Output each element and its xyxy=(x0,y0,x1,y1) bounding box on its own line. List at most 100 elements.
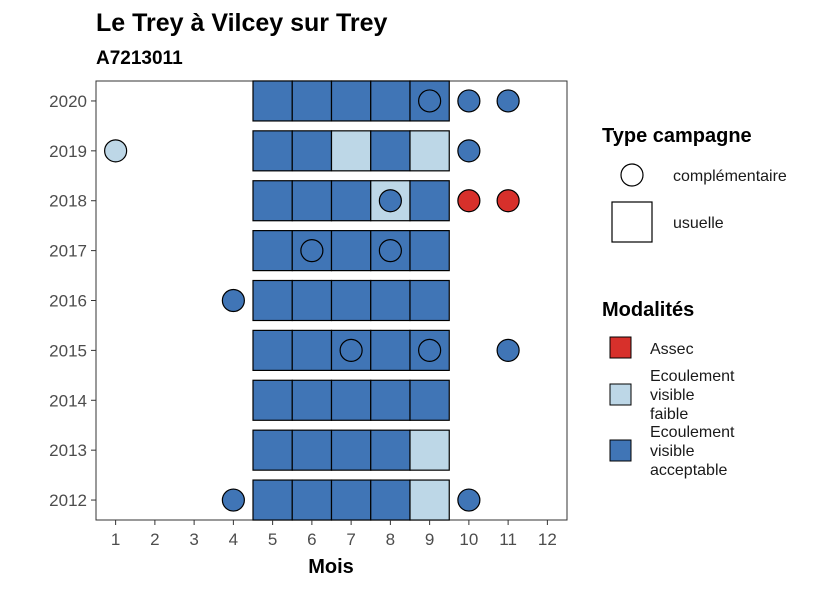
legend-shape-title: Type campagne xyxy=(602,125,752,147)
point-2015-7 xyxy=(339,338,363,362)
tile-2015-8 xyxy=(370,329,411,371)
x-tick-label-1: 1 xyxy=(111,530,120,549)
legend-label-assec: Assec xyxy=(650,341,694,358)
tile-2012-5 xyxy=(252,479,293,521)
tile-2019-7 xyxy=(330,130,372,172)
legend-label-faible: Ecoulement visible faible xyxy=(650,368,739,423)
legend-key-faible xyxy=(609,383,632,406)
y-axis: 2012 2013 2014 2015 2016 2017 2018 2019 2020 xyxy=(49,92,96,510)
legend-shape-label-usuelle: usuelle xyxy=(673,215,724,232)
x-tick-label-10: 10 xyxy=(459,530,478,549)
tile-2012-7 xyxy=(330,479,372,521)
legend-label-faible-line3: faible xyxy=(650,406,688,423)
point-2016-4 xyxy=(221,288,245,313)
point-2018-10 xyxy=(457,189,481,213)
point-2020-9 xyxy=(418,89,442,113)
chart-title: Le Trey à Vilcey sur Trey xyxy=(96,9,387,37)
y-tick-label-2012: 2012 xyxy=(49,491,87,510)
complementaire-points xyxy=(104,89,520,512)
point-2018-11 xyxy=(496,189,520,213)
point-2012-4 xyxy=(221,488,245,512)
tile-2020-6 xyxy=(291,80,333,122)
tile-2014-5 xyxy=(252,379,293,421)
tile-2017-7 xyxy=(330,230,372,272)
legend-key-assec xyxy=(609,336,632,359)
tile-2018-5 xyxy=(252,180,293,222)
tile-2018-7 xyxy=(330,180,372,222)
tile-2012-9 xyxy=(409,479,450,521)
point-2015-11 xyxy=(496,338,520,362)
x-tick-label-7: 7 xyxy=(346,530,355,549)
x-tick-label-8: 8 xyxy=(386,530,395,549)
y-tick-label-2018: 2018 xyxy=(49,192,87,211)
chart-subtitle: A7213011 xyxy=(96,48,183,69)
x-axis: 1 2 3 4 5 6 7 8 9 10 11 12 xyxy=(111,520,557,549)
x-tick-label-5: 5 xyxy=(268,530,277,549)
legend-label-faible-line2: visible xyxy=(650,387,695,404)
tile-2013-9 xyxy=(409,429,450,471)
point-2015-9 xyxy=(418,338,442,362)
point-2018-8 xyxy=(378,189,402,213)
tile-2018-9 xyxy=(409,180,450,222)
tile-2013-8 xyxy=(370,429,411,471)
tile-2015-5 xyxy=(252,329,293,371)
legend-shape: Type campagne complémentaire usuelle xyxy=(602,125,787,243)
tile-2016-7 xyxy=(330,279,372,322)
legend-circle-key xyxy=(620,163,644,187)
tile-2013-5 xyxy=(252,429,293,471)
tile-2016-5 xyxy=(252,279,293,322)
point-2019-10 xyxy=(457,139,481,163)
y-tick-label-2013: 2013 xyxy=(49,441,87,460)
legend-shape-label-complementaire: complémentaire xyxy=(673,168,787,185)
legend-key-acceptable xyxy=(609,439,632,462)
tile-2013-6 xyxy=(291,429,333,471)
tile-2020-5 xyxy=(252,80,293,122)
point-2020-11 xyxy=(496,89,520,113)
point-2017-6 xyxy=(300,239,324,263)
legend-label-acceptable-line3: acceptable xyxy=(650,462,727,479)
tile-2018-6 xyxy=(291,180,333,222)
tile-2017-5 xyxy=(252,230,293,272)
tile-2015-6 xyxy=(291,329,333,371)
y-tick-label-2019: 2019 xyxy=(49,142,87,161)
point-2017-8 xyxy=(378,239,402,263)
tile-2016-9 xyxy=(409,279,450,322)
tile-2014-7 xyxy=(330,379,372,421)
point-2019-1 xyxy=(104,139,128,163)
x-tick-label-3: 3 xyxy=(189,530,198,549)
tile-2016-8 xyxy=(370,279,411,322)
tile-2014-9 xyxy=(409,379,450,421)
x-axis-title: Mois xyxy=(308,556,354,578)
point-2012-10 xyxy=(457,488,481,512)
tile-2016-6 xyxy=(291,279,333,322)
x-tick-label-6: 6 xyxy=(307,530,316,549)
x-tick-label-9: 9 xyxy=(425,530,434,549)
tile-2019-8 xyxy=(370,130,411,172)
legend-fill: Modalités Assec Ecoulement visible faibl… xyxy=(602,299,739,479)
legend-label-acceptable-line2: visible xyxy=(650,443,695,460)
x-tick-label-12: 12 xyxy=(538,530,557,549)
tile-2017-9 xyxy=(409,230,450,272)
legend-square-key xyxy=(611,201,653,243)
legend-label-acceptable: Ecoulement visible acceptable xyxy=(650,424,739,479)
tile-2019-6 xyxy=(291,130,333,172)
tile-2013-7 xyxy=(330,429,372,471)
tile-2014-6 xyxy=(291,379,333,421)
y-tick-label-2015: 2015 xyxy=(49,341,87,360)
x-tick-label-11: 11 xyxy=(499,530,517,549)
tile-2012-6 xyxy=(291,479,333,521)
tile-2014-8 xyxy=(370,379,411,421)
y-tick-label-2020: 2020 xyxy=(49,92,87,111)
y-tick-label-2014: 2014 xyxy=(49,391,87,410)
tile-2012-8 xyxy=(370,479,411,521)
legend-label-faible-line1: Ecoulement xyxy=(650,368,735,385)
usuelle-tiles xyxy=(252,80,450,521)
y-tick-label-2016: 2016 xyxy=(49,292,87,311)
tile-2020-8 xyxy=(370,80,411,122)
x-tick-label-2: 2 xyxy=(150,530,159,549)
legend-fill-title: Modalités xyxy=(602,299,694,321)
tile-2019-5 xyxy=(252,130,293,172)
x-tick-label-4: 4 xyxy=(229,530,238,549)
legend-label-acceptable-line1: Ecoulement xyxy=(650,424,735,441)
